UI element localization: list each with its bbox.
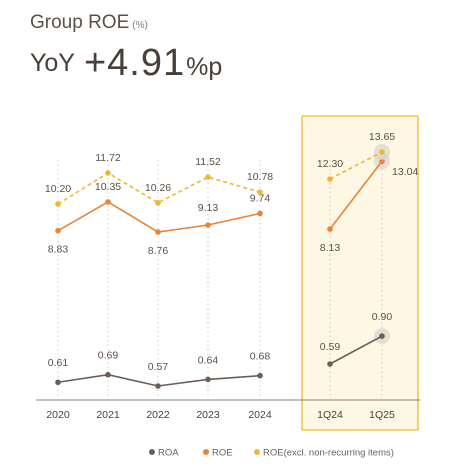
data-label-roe-excl-2022: 10.26: [145, 182, 171, 194]
point-roe-excl-2022: [155, 199, 161, 206]
tick-label-1Q24: 1Q24: [317, 409, 343, 421]
data-label-roe-2021: 10.35: [95, 181, 121, 193]
tick-label-2023: 2023: [196, 409, 220, 421]
data-label-roe-2022: 8.76: [148, 245, 169, 257]
legend-marker-roe-excl: [254, 449, 260, 455]
tick-label-2024: 2024: [248, 409, 272, 421]
data-label-roe-excl-1Q24: 12.30: [317, 158, 343, 170]
point-roa-2024: [257, 372, 263, 379]
tick-label-2022: 2022: [146, 409, 170, 421]
point-roe-1Q24: [327, 226, 333, 232]
point-roe-excl-2021: [105, 170, 111, 176]
legend-label-roe: ROE: [212, 448, 233, 459]
point-roe-excl-1Q24: [327, 176, 333, 182]
data-label-roe-2023: 9.13: [198, 202, 219, 214]
point-roe-excl-2024: [257, 189, 263, 195]
yoy-label: YoY: [30, 49, 75, 77]
point-roe-2020: [55, 227, 61, 234]
point-roe-excl-1Q25: [379, 149, 385, 155]
quarterly-panel: 1Q24 1Q25 0.59 0.90 8.13 13.04 12.30 13.65: [317, 131, 419, 421]
data-label-roa-2021: 0.69: [98, 350, 119, 362]
yoy-value: +4.91: [83, 42, 186, 84]
data-label-roa-2022: 0.57: [148, 361, 169, 373]
series-line-roe: [57, 201, 261, 233]
yoy-headline: YoY +4.91%p: [30, 42, 222, 85]
tick-label-2021: 2021: [96, 409, 120, 421]
chart-title-text: Group ROE: [30, 12, 130, 33]
data-label-roe-2024: 9.74: [250, 192, 271, 204]
data-label-roe-1Q24: 8.13: [320, 242, 341, 254]
data-label-roe-1Q25: 13.04: [392, 166, 418, 178]
point-roe-2022: [155, 229, 161, 235]
annual-panel: 2020 2021 2022 2023 2024 0.61 0.69 0.57 0.64 0.68…: [45, 152, 273, 421]
point-roa-2021: [105, 371, 111, 378]
point-roe-excl-2020: [55, 201, 61, 207]
point-roa-2020: [55, 379, 61, 386]
series-line-roe: [329, 160, 383, 230]
data-label-roe-2020: 8.83: [48, 244, 69, 256]
series-line-roe-excl: [329, 151, 383, 180]
quarter-highlight-box: [301, 115, 419, 431]
point-roa-2022: [155, 383, 161, 389]
data-label-roa-2023: 0.64: [198, 354, 219, 366]
legend-label-roa: ROA: [158, 448, 179, 459]
point-roa-1Q24: [327, 361, 333, 367]
tick-label-1Q25: 1Q25: [369, 409, 395, 421]
tick-label-2020: 2020: [46, 409, 70, 421]
data-label-roa-1Q25: 0.90: [372, 311, 393, 323]
data-label-roe-excl-2024: 10.78: [247, 171, 273, 183]
point-roa-2023: [205, 376, 211, 383]
series-line-roa: [329, 335, 383, 365]
point-roe-2021: [105, 199, 111, 205]
data-label-roe-excl-2020: 10.20: [45, 183, 71, 195]
yoy-suffix: %p: [186, 53, 223, 81]
point-roa-1Q25: [379, 333, 385, 339]
data-label-roe-excl-2023: 11.52: [195, 156, 221, 168]
data-label-roe-excl-1Q25: 13.65: [369, 131, 395, 143]
data-label-roa-2024: 0.68: [250, 351, 271, 363]
chart-unit: (%): [132, 20, 148, 31]
data-label-roe-excl-2021: 11.72: [95, 152, 121, 164]
data-label-roa-2020: 0.61: [48, 357, 69, 369]
point-roe-2023: [205, 222, 211, 228]
point-roe-excl-2023: [205, 174, 211, 180]
legend-marker-roe: [203, 449, 209, 455]
point-roe-2024: [257, 210, 263, 217]
legend-label-roe-excl: ROE(excl. non-recurring items): [263, 448, 394, 459]
data-label-roa-1Q24: 0.59: [320, 341, 341, 353]
chart-title: Group ROE (%): [30, 12, 148, 34]
legend-marker-roa: [149, 449, 155, 455]
series-line-roe-excl: [57, 172, 261, 205]
